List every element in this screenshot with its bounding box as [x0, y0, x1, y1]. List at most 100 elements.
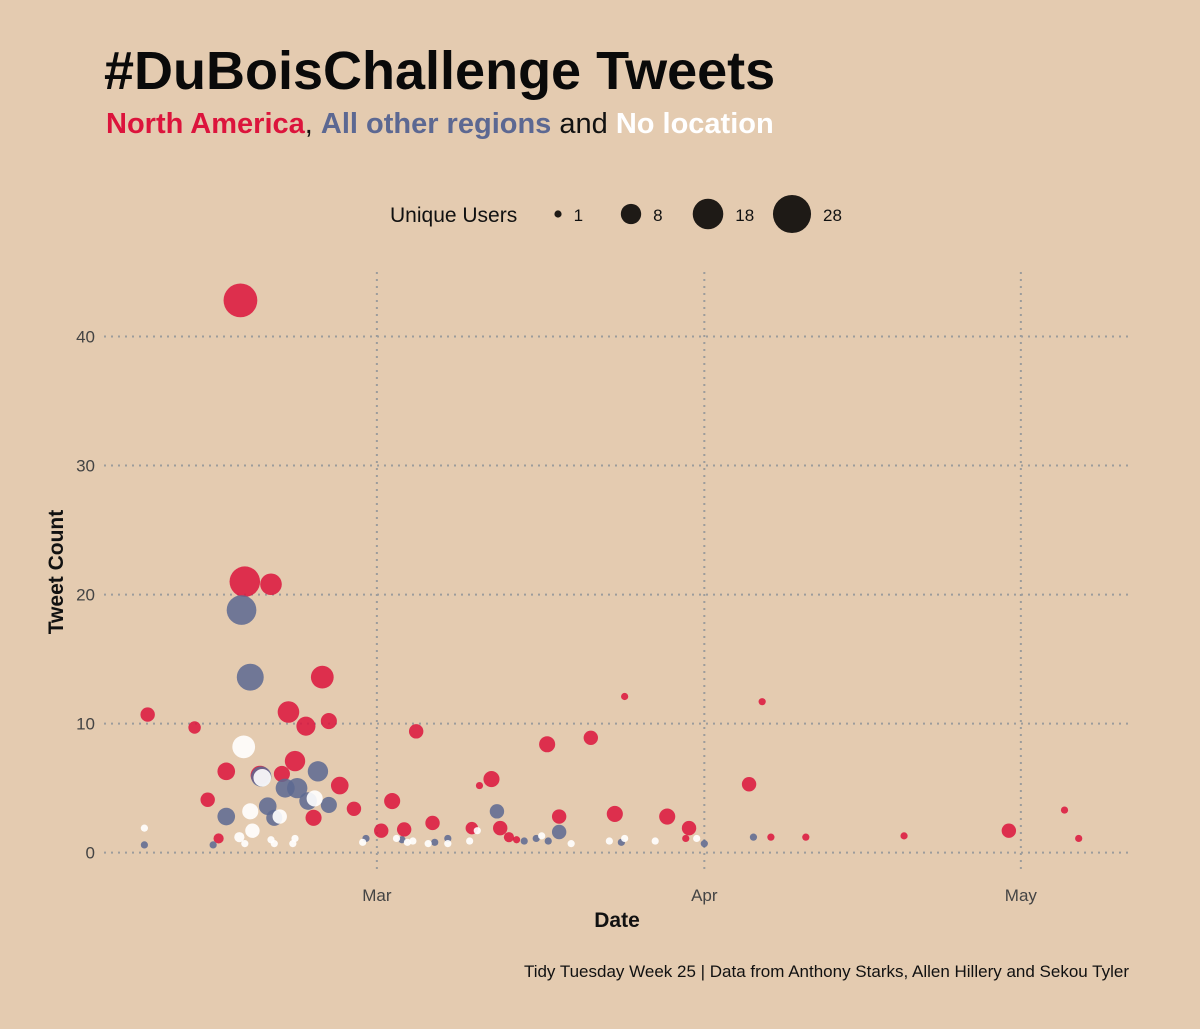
data-point	[503, 832, 515, 843]
data-point	[359, 838, 367, 846]
data-point	[544, 837, 552, 845]
data-point	[253, 768, 272, 787]
x-axis-title: Date	[594, 909, 640, 932]
data-point	[466, 837, 474, 845]
data-point	[621, 834, 629, 843]
data-point	[473, 827, 481, 835]
legend-size-key	[772, 194, 812, 234]
data-point	[396, 822, 412, 837]
series-no-location	[140, 735, 701, 848]
data-point	[693, 834, 701, 843]
y-tick-label: 0	[86, 844, 95, 863]
y-tick-label: 40	[76, 328, 95, 347]
data-point	[431, 838, 439, 846]
data-point	[241, 840, 249, 848]
axis-labels: 0 10 20 30 40 Mar Apr May Date Tweet Count	[45, 328, 1037, 932]
data-point	[296, 716, 316, 736]
data-point	[539, 736, 556, 753]
subtitle-separator-2: and	[551, 108, 616, 140]
data-point	[140, 707, 155, 722]
data-point	[424, 840, 432, 848]
data-point	[567, 840, 575, 848]
legend-size-key	[620, 203, 642, 225]
data-point	[306, 790, 323, 807]
data-point	[226, 595, 257, 625]
data-point	[223, 283, 258, 318]
data-point	[289, 840, 297, 848]
data-point	[681, 820, 697, 836]
data-point	[767, 833, 775, 841]
data-point	[232, 735, 256, 759]
data-point	[1060, 806, 1069, 814]
data-point	[272, 809, 287, 824]
data-point	[284, 750, 306, 772]
data-point	[320, 796, 337, 813]
data-point	[270, 840, 278, 848]
y-tick-label: 20	[76, 586, 95, 605]
data-point	[374, 823, 389, 838]
data-point	[900, 832, 908, 840]
data-point	[245, 823, 260, 838]
subtitle-no-location: No location	[615, 108, 774, 140]
data-point	[475, 781, 484, 790]
data-point	[583, 730, 599, 746]
legend-size-label: 18	[735, 206, 754, 225]
data-point	[489, 804, 505, 819]
series-north-america	[140, 283, 1083, 844]
data-point	[310, 665, 334, 689]
data-point	[305, 809, 322, 826]
data-point	[444, 840, 452, 848]
data-point	[551, 824, 567, 840]
data-point	[209, 841, 217, 849]
data-point	[749, 833, 758, 841]
data-point	[512, 836, 521, 844]
data-point	[741, 777, 757, 792]
data-point	[651, 837, 659, 845]
legend-size-label: 1	[574, 206, 583, 225]
data-point	[605, 837, 613, 845]
data-point	[188, 721, 201, 734]
chart-subtitle: North America, All other regions and No …	[106, 108, 774, 141]
data-point	[392, 834, 401, 843]
data-point	[700, 840, 708, 848]
data-point	[403, 838, 412, 846]
data-point	[200, 792, 215, 807]
data-point	[551, 809, 567, 824]
data-point	[802, 833, 810, 841]
x-tick-label: Apr	[691, 886, 718, 905]
subtitle-other-regions: All other regions	[320, 108, 552, 140]
x-tick-label: Mar	[362, 886, 392, 905]
legend-size-key	[554, 210, 562, 218]
data-point	[621, 692, 629, 701]
data-point	[287, 777, 308, 799]
data-point	[408, 724, 424, 739]
data-points	[140, 283, 1083, 849]
y-tick-label: 30	[76, 457, 95, 476]
data-point	[606, 805, 623, 822]
data-point	[273, 765, 290, 782]
data-point	[277, 701, 300, 723]
data-point	[140, 841, 148, 849]
data-point	[384, 792, 401, 810]
data-point	[242, 803, 259, 820]
data-point	[229, 566, 261, 597]
legend-size-key	[692, 198, 724, 230]
legend-title: Unique Users	[390, 204, 517, 227]
data-point	[307, 761, 329, 782]
data-point	[398, 836, 406, 844]
legend-size-label: 28	[823, 206, 842, 225]
data-point	[234, 832, 245, 843]
data-point	[520, 837, 528, 845]
chart-caption: Tidy Tuesday Week 25 | Data from Anthony…	[523, 962, 1129, 981]
data-point	[444, 834, 452, 843]
data-point	[260, 573, 282, 596]
data-point	[1001, 823, 1017, 838]
data-point	[532, 834, 540, 843]
data-point	[213, 833, 224, 844]
data-point	[346, 801, 362, 816]
data-point	[320, 712, 337, 730]
data-point	[330, 776, 349, 795]
data-point	[217, 807, 236, 826]
subtitle-north-america: North America	[106, 108, 305, 140]
